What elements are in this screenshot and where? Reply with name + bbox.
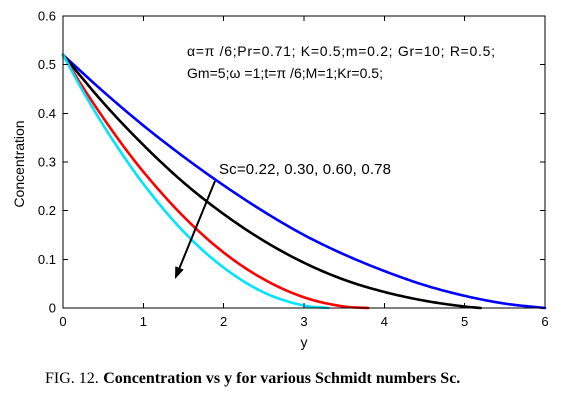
y-axis-label: Concentration <box>11 120 27 207</box>
figure-caption: FIG. 12. Concentration vs y for various S… <box>45 370 460 388</box>
x-tick-label: 2 <box>220 314 227 329</box>
y-tick-label: 0.1 <box>38 252 56 267</box>
x-tick-label: 3 <box>300 314 307 329</box>
figure-number: FIG. 12. <box>45 370 99 387</box>
x-axis-label: y <box>301 334 308 350</box>
concentration-curve-4 <box>61 53 330 310</box>
y-tick-label: 0.2 <box>38 203 56 218</box>
x-tick-label: 0 <box>59 314 66 329</box>
arrow-head <box>175 266 184 279</box>
x-tick-label: 1 <box>140 314 147 329</box>
x-tick-label: 5 <box>461 314 468 329</box>
series-layer <box>61 53 547 310</box>
arrow-shaft <box>178 180 216 269</box>
y-tick-label: 0.6 <box>38 9 56 24</box>
concentration-curve-2 <box>61 53 483 310</box>
y-tick-label: 0.3 <box>38 155 56 170</box>
x-tick-label: 6 <box>541 314 548 329</box>
trend-arrow <box>175 180 216 279</box>
parameter-text-line-2: Gm=5;ω =1;t=π /6;M=1;Kr=0.5; <box>187 65 383 81</box>
schmidt-number-label: Sc=0.22, 0.30, 0.60, 0.78 <box>219 161 391 178</box>
x-tick-label: 4 <box>381 314 388 329</box>
concentration-curve-1 <box>61 53 547 310</box>
caption-text: Concentration vs y for various Schmidt n… <box>103 370 461 387</box>
y-tick-label: 0.4 <box>38 106 56 121</box>
y-tick-label: 0.5 <box>38 57 56 72</box>
tick-layer: 0 1 2 3 4 5 6 0 0.1 0.2 0.3 0.4 0.5 0.6 <box>38 9 549 330</box>
concentration-curve-3 <box>61 53 370 310</box>
parameter-text-line-1: α=π /6;Pr=0.71; K=0.5;m=0.2; Gr=10; R=0.… <box>187 43 495 59</box>
plot-area <box>63 16 545 308</box>
y-tick-label: 0 <box>49 301 56 316</box>
concentration-chart: 0 1 2 3 4 5 6 0 0.1 0.2 0.3 0.4 0.5 0.6 y Concentrati… <box>11 9 549 351</box>
